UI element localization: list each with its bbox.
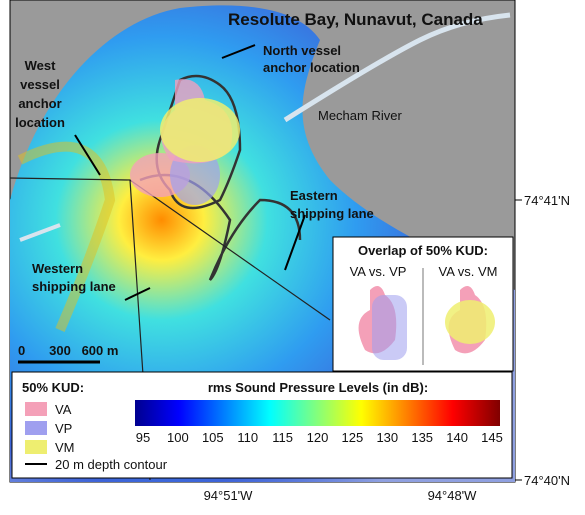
colorbar-tick-label: 140 bbox=[446, 430, 468, 445]
colorbar-tick-label: 130 bbox=[376, 430, 398, 445]
lon-label: 94°51'W bbox=[204, 488, 254, 503]
hotspot bbox=[17, 141, 116, 332]
kud-vp bbox=[372, 295, 407, 360]
lon-label: 94°48'W bbox=[428, 488, 478, 503]
colorbar-tick-label: 110 bbox=[237, 430, 258, 445]
legend-title: 50% KUD: bbox=[22, 380, 84, 395]
scale-label: 0 bbox=[18, 343, 25, 358]
colorbar-tick-label: 115 bbox=[272, 430, 293, 445]
colorbar bbox=[135, 400, 500, 426]
north-anchor-label: North vessel bbox=[263, 43, 341, 58]
west-anchor-label: vessel bbox=[20, 77, 60, 92]
colorbar-tick-label: 105 bbox=[202, 430, 224, 445]
legend-item: VM bbox=[55, 440, 75, 455]
legend-swatch-vp bbox=[25, 421, 47, 435]
legend-item: VP bbox=[55, 421, 72, 436]
river bbox=[283, 12, 511, 123]
colorbar-tick-label: 125 bbox=[342, 430, 364, 445]
eastern-lane-label: Eastern bbox=[290, 188, 338, 203]
western-lane-label: shipping lane bbox=[32, 279, 116, 294]
west-anchor-label: West bbox=[25, 58, 56, 73]
colorbar-tick-label: 95 bbox=[136, 430, 150, 445]
inset-right-label: VA vs. VM bbox=[439, 264, 498, 279]
inset-title: Overlap of 50% KUD: bbox=[358, 243, 488, 258]
eastern-lane-label: shipping lane bbox=[290, 206, 374, 221]
river bbox=[19, 223, 61, 242]
inset-left-label: VA vs. VP bbox=[350, 264, 407, 279]
lat-label: 74°41'N bbox=[524, 193, 570, 208]
callout-arrow bbox=[124, 287, 151, 301]
legend-contour-label: 20 m depth contour bbox=[55, 457, 168, 472]
kud-vm bbox=[445, 300, 495, 344]
colorbar-tick-label: 135 bbox=[411, 430, 433, 445]
north-anchor-label: anchor location bbox=[263, 60, 360, 75]
western-lane-label: Western bbox=[32, 261, 83, 276]
callout-arrow bbox=[284, 214, 306, 271]
kud-vm bbox=[160, 98, 240, 162]
colorbar-tick-label: 100 bbox=[167, 430, 189, 445]
colorbar-tick-label: 145 bbox=[481, 430, 503, 445]
west-anchor-label: anchor bbox=[18, 96, 61, 111]
scale-label: 300 bbox=[49, 343, 71, 358]
colorbar-tick-label: 120 bbox=[307, 430, 329, 445]
west-anchor-label: location bbox=[15, 115, 65, 130]
scale-label: 600 m bbox=[82, 343, 119, 358]
river-label: Mecham River bbox=[318, 108, 402, 123]
lat-label: 74°40'N bbox=[524, 473, 570, 488]
legend-swatch-vm bbox=[25, 440, 47, 454]
legend-swatch-va bbox=[25, 402, 47, 416]
callout-arrow bbox=[74, 134, 101, 176]
colorbar-title: rms Sound Pressure Levels (in dB): bbox=[208, 380, 428, 395]
legend-item: VA bbox=[55, 402, 72, 417]
map-title: Resolute Bay, Nunavut, Canada bbox=[228, 10, 483, 29]
callout-arrow bbox=[221, 44, 256, 59]
shipping-lane bbox=[129, 179, 331, 321]
